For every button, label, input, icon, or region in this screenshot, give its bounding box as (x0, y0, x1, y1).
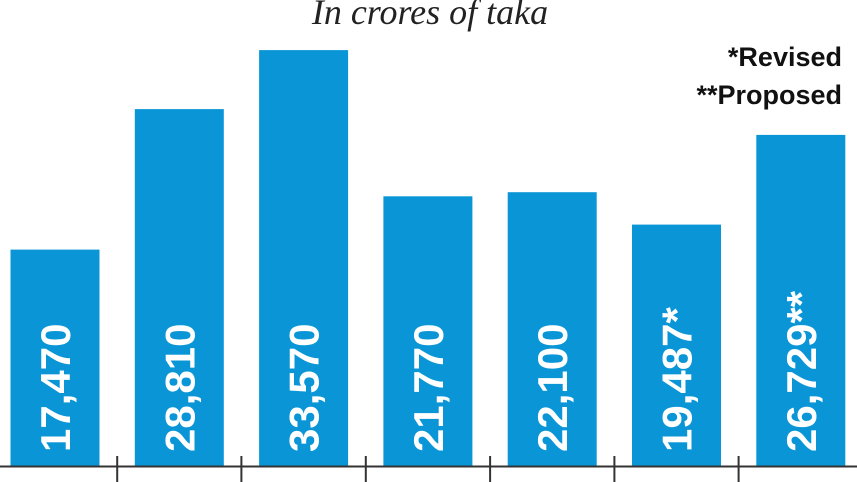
bar-value-label-3: 33,570 (281, 324, 328, 452)
x-axis (0, 456, 857, 482)
bar-value-label-5: 22,100 (529, 324, 576, 452)
bar-value-label-2: 28,810 (156, 324, 203, 452)
note-revised: *Revised (728, 42, 842, 72)
bar-1 (10, 249, 100, 466)
bar-3 (259, 50, 349, 466)
bars-group: 17,470 28,810 33,570 21,770 22,100 19,487* 26,… (10, 50, 846, 467)
bar-value-label-7: 26,729** (778, 290, 825, 452)
bar-2 (134, 109, 224, 466)
bar-7 (756, 134, 846, 466)
chart-subtitle: In crores of taka (311, 0, 548, 32)
bar-5 (507, 192, 597, 466)
bar-value-label-6: 19,487* (654, 307, 701, 452)
bar-value-label-1: 17,470 (32, 324, 79, 452)
note-proposed: **Proposed (696, 80, 842, 110)
bar-4 (383, 196, 473, 467)
bar-value-label-4: 21,770 (405, 324, 452, 452)
bar-6 (632, 224, 721, 466)
